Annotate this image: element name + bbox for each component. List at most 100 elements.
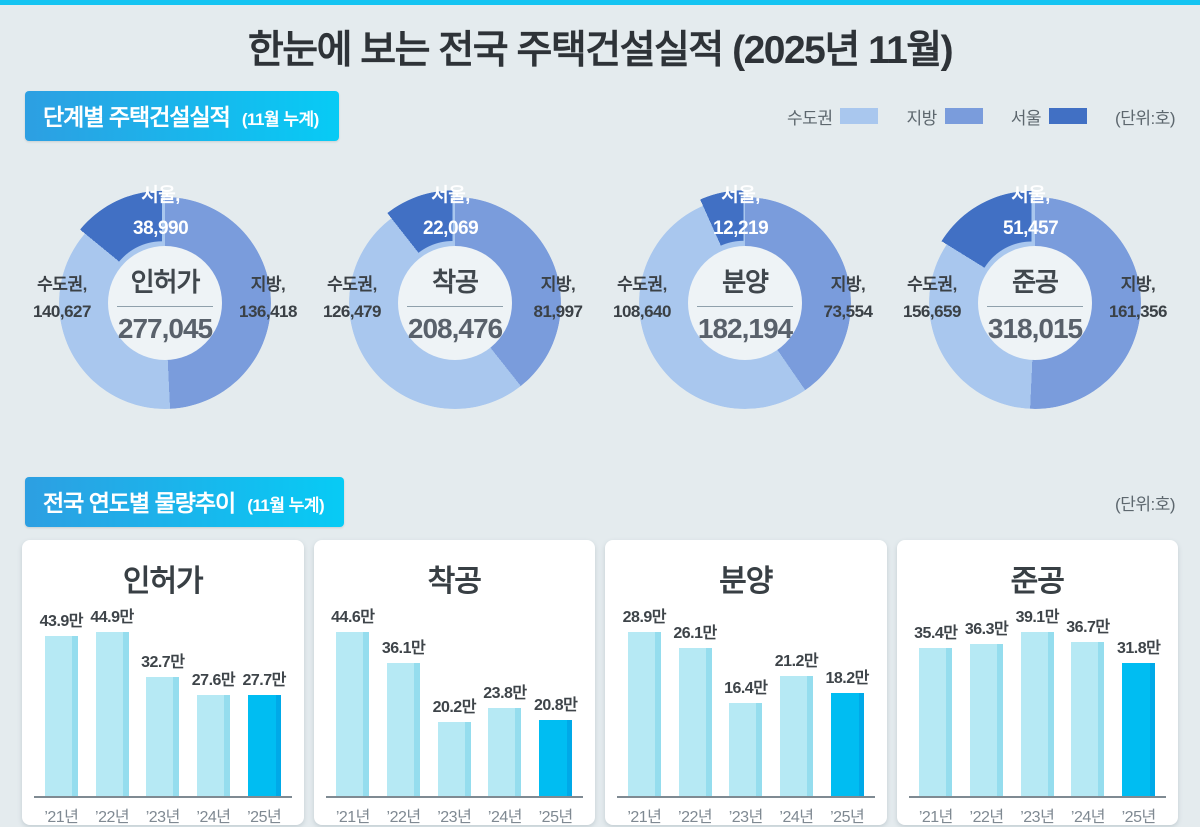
capital-label: 수도권, 156,659 xyxy=(884,271,980,325)
bar-value-label: 27.7만 xyxy=(242,672,286,689)
seoul-label-name: 서울, xyxy=(721,185,760,206)
seoul-label: 서울, 22,069 xyxy=(423,179,479,245)
bar-column: 20.2만 xyxy=(429,693,480,796)
section1-ribbon: 단계별 주택건설실적 (11월 누계) xyxy=(25,91,339,141)
legend-swatch-seoul xyxy=(1049,108,1088,124)
legend-item-seoul: 서울 xyxy=(1010,104,1088,129)
section2-ribbon: 전국 연도별 물량추이 (11월 누계) xyxy=(25,477,345,527)
capital-label: 수도권, 126,479 xyxy=(304,271,400,325)
bar-value-label: 36.1만 xyxy=(381,640,426,657)
seoul-label-name: 서울, xyxy=(431,185,470,206)
bar-column: 23.8만 xyxy=(480,679,531,796)
section1-subtitle: (11월 누계) xyxy=(241,110,319,129)
donut-center: 분양 182,194 xyxy=(688,246,802,360)
x-axis-labels: ’21년 ’22년 ’23년 ’24년 ’25년 xyxy=(617,803,875,827)
regional-label-name: 지방, xyxy=(540,275,576,294)
bar-value-label: 43.9만 xyxy=(39,613,84,630)
bar-column: 27.6만 xyxy=(188,666,239,796)
section2-header: 전국 연도별 물량추이 (11월 누계) (단위:호) xyxy=(0,477,1200,527)
bar-chart-panel-착공: 착공 44.6만 36.1만 20.2만 23.8만 20.8만 ’21년 ’22년 ’23년’… xyxy=(313,540,595,826)
bar xyxy=(488,708,522,796)
bar-chart-title: 인허가 xyxy=(122,565,204,598)
bar-chart-panel-인허가: 인허가 43.9만 44.9만 32.7만 27.6만 27.7만 ’21년 ’22년 ’23년… xyxy=(22,540,304,826)
x-axis-label: ’23년 xyxy=(145,809,181,826)
seoul-label-value: 38,990 xyxy=(133,218,189,239)
bar-value-label: 20.8만 xyxy=(533,697,578,714)
bar-current-year xyxy=(830,693,864,796)
x-axis-label: ’21년 xyxy=(627,809,662,826)
donut-divider xyxy=(987,305,1083,307)
bar-column: 44.6만 xyxy=(328,603,379,796)
legend-label-seoul: 서울 xyxy=(1010,108,1042,128)
seoul-label: 서울, 12,219 xyxy=(713,179,769,245)
bar-chart-panel-분양: 분양 28.9만 26.1만 16.4만 21.2만 18.2만 ’21년 ’22년 ’23년’… xyxy=(605,540,887,827)
regional-label: 지방, 81,997 xyxy=(510,271,606,325)
x-axis-label: ’25년 xyxy=(830,809,865,826)
capital-label-name: 수도권, xyxy=(617,275,667,294)
bar xyxy=(627,632,661,796)
bar-value-label: 27.6만 xyxy=(191,672,236,689)
x-axis-label: ’22년 xyxy=(95,809,130,826)
capital-label: 수도권, 140,627 xyxy=(14,271,110,325)
capital-label-name: 수도권, xyxy=(37,275,87,294)
capital-label-value: 126,479 xyxy=(323,302,381,321)
x-axis-label: ’24년 xyxy=(1070,809,1106,826)
bar xyxy=(779,676,813,796)
x-axis-label: ’22년 xyxy=(969,809,1005,826)
donut-title: 착공 xyxy=(432,266,479,297)
seoul-label-name: 서울, xyxy=(1011,185,1050,206)
donut-divider xyxy=(117,305,213,307)
donut-title: 인허가 xyxy=(130,266,201,297)
legend-swatch-capital xyxy=(840,108,879,124)
seoul-label: 서울, 38,990 xyxy=(133,179,189,245)
regional-label-value: 161,356 xyxy=(1109,302,1167,321)
capital-label-value: 156,659 xyxy=(903,302,961,321)
bar-column: 43.9만 xyxy=(36,607,87,796)
section1-header: 단계별 주택건설실적 (11월 누계) 수도권 지방 서울 (단위:호) xyxy=(0,91,1200,141)
bar-chart-title: 준공 xyxy=(1010,565,1065,598)
bar xyxy=(1020,632,1054,796)
legend-item-regional: 지방 xyxy=(906,104,983,129)
section1-title: 단계별 주택건설실적 xyxy=(43,104,231,130)
section2-unit: (단위:호) xyxy=(1115,494,1175,514)
x-axis-label: ’24년 xyxy=(196,809,231,826)
regional-label-name: 지방, xyxy=(830,275,866,294)
bar-value-label: 36.3만 xyxy=(964,621,1009,638)
donut-chart-준공: 준공 318,015 수도권, 156,659 지방, 161,356 서울, 51,457 xyxy=(892,167,1178,463)
bar-column: 26.1만 xyxy=(670,619,721,796)
section1-unit: (단위:호) xyxy=(1115,108,1175,128)
x-axis-label: ’25년 xyxy=(538,809,574,826)
donut-chart-인허가: 인허가 277,045 수도권, 140,627 지방, 136,418 서울, 38,990 xyxy=(22,167,308,463)
donut-center: 인허가 277,045 xyxy=(108,246,222,360)
bar xyxy=(196,695,230,796)
bar-value-label: 36.7만 xyxy=(1066,619,1110,636)
seoul-label: 서울, 51,457 xyxy=(1003,179,1059,245)
bar-chart-plot: 28.9만 26.1만 16.4만 21.2만 18.2만 xyxy=(617,602,875,798)
regional-label: 지방, 73,554 xyxy=(800,271,896,325)
bar-chart-plot: 44.6만 36.1만 20.2만 23.8만 20.8만 xyxy=(325,602,583,798)
bar-column: 32.7만 xyxy=(137,648,188,796)
bar-column: 18.2만 xyxy=(822,664,873,796)
x-axis-label: ’24년 xyxy=(487,809,523,826)
donut-chart-착공: 착공 208,476 수도권, 126,479 지방, 81,997 서울, 22,069 xyxy=(312,167,598,463)
capital-label: 수도권, 108,640 xyxy=(594,271,690,325)
bar-value-label: 18.2만 xyxy=(825,670,869,687)
donut-total-value: 277,045 xyxy=(117,312,213,344)
bar-value-label: 44.6만 xyxy=(331,609,375,626)
seoul-label-value: 22,069 xyxy=(423,218,479,239)
bar-column: 28.9만 xyxy=(619,603,670,796)
section2-subtitle: (11월 누계) xyxy=(247,496,325,515)
bar-charts-row: 인허가 43.9만 44.9만 32.7만 27.6만 27.7만 ’21년 ’22년 ’23년… xyxy=(0,540,1200,827)
page-title: 한눈에 보는 전국 주택건설실적 (2025년 11월) xyxy=(247,29,954,72)
section2-title: 전국 연도별 물량추이 xyxy=(43,490,236,516)
donut-title: 준공 xyxy=(1012,266,1059,297)
regional-label: 지방, 136,418 xyxy=(220,271,316,325)
bar-column: 36.7만 xyxy=(1063,613,1114,796)
seoul-label-value: 12,219 xyxy=(713,218,769,239)
regional-label-name: 지방, xyxy=(1120,275,1156,294)
bar-chart-title: 분양 xyxy=(719,565,773,598)
bar-current-year xyxy=(539,720,573,796)
bar xyxy=(919,648,953,796)
bar xyxy=(437,722,471,796)
capital-label-value: 140,627 xyxy=(33,302,91,321)
